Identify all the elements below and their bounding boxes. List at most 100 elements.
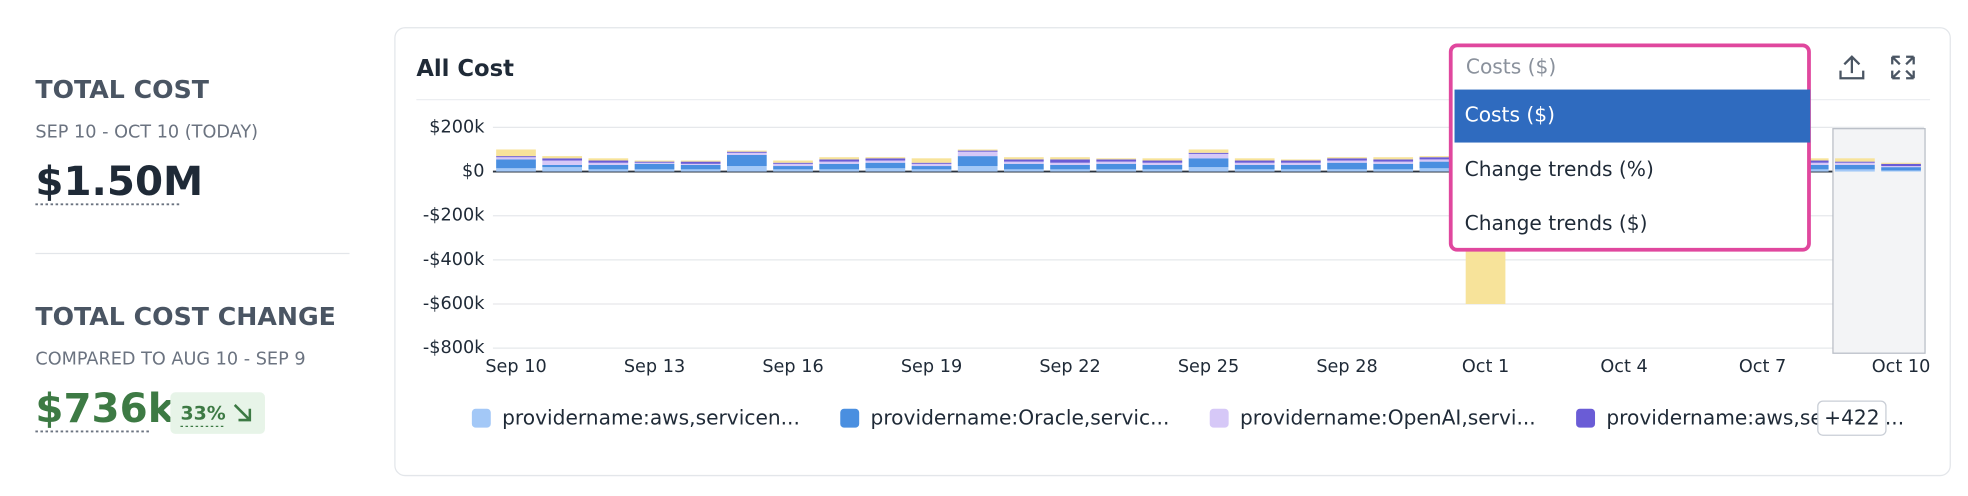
bar-segment: [957, 166, 998, 172]
x-tick-label: Oct 1: [1462, 357, 1509, 377]
bar-segment: [1881, 170, 1921, 172]
bar-segment: [680, 160, 721, 162]
bar-segment: [819, 163, 860, 170]
legend-label[interactable]: providername:aws,servicen...: [502, 405, 800, 429]
bar-segment: [726, 150, 767, 152]
bar-segment: [957, 156, 998, 167]
bar-segment: [1188, 167, 1229, 172]
bar-segment: [634, 161, 675, 163]
legend-more-box[interactable]: [1817, 400, 1887, 436]
dropdown-option[interactable]: Change trends ($): [1465, 211, 1648, 235]
x-tick-label: Sep 19: [901, 357, 962, 377]
bar-segment: [1835, 164, 1875, 170]
bar-segment: [1327, 160, 1367, 163]
bar-segment: [773, 169, 813, 172]
legend-more[interactable]: +422: [1824, 405, 1879, 429]
legend-label[interactable]: providername:Oracle,servic...: [871, 405, 1170, 429]
dropdown-option[interactable]: Change trends (%): [1465, 157, 1654, 181]
bar-segment: [542, 164, 583, 168]
export-icon[interactable]: [1839, 55, 1865, 80]
bar-segment: [726, 155, 767, 167]
bar-segment: [542, 156, 583, 159]
bar-segment: [1188, 153, 1229, 159]
bar-segment: [542, 167, 583, 172]
bar-segment: [773, 163, 813, 167]
bar-segment: [1373, 157, 1414, 160]
bar-segment: [1050, 162, 1090, 165]
comparison-range: COMPARED TO AUG 10 - SEP 9: [35, 350, 305, 370]
dropdown-options: Costs ($) Change trends (%) Change trends …: [1454, 89, 1811, 235]
bar-segment: [496, 157, 536, 160]
bar-segment: [634, 169, 675, 172]
bar-segment: [680, 169, 721, 172]
bar-segment: [1188, 149, 1229, 153]
metric-dropdown[interactable]: Costs ($) Costs ($) Change trends (%) Chan…: [1448, 43, 1811, 252]
bar-segment: [496, 159, 536, 169]
bar-segment: [588, 158, 629, 161]
axis: -$800k -$600k -$400k -$200k $0 $200k Sep 10 Sep…: [423, 117, 1930, 377]
bar-segment: [1004, 163, 1044, 170]
bar-segment: [819, 169, 860, 172]
bar-segment: [680, 163, 721, 165]
legend-label[interactable]: providername:OpenAI,servi...: [1240, 405, 1536, 429]
x-tick-label: Oct 4: [1600, 357, 1647, 377]
bar-segment: [1835, 161, 1875, 163]
bar-segment: [588, 164, 629, 170]
bar-segment: [1835, 169, 1875, 172]
bar-segment: [588, 160, 629, 163]
bar-segment: [773, 160, 813, 163]
y-tick-label: -$200k: [423, 206, 485, 226]
bar-segment: [911, 163, 952, 167]
chart-title: All Cost: [416, 56, 514, 82]
change-badge: [170, 392, 265, 434]
x-tick-label: Sep 28: [1316, 357, 1377, 377]
legend-swatch: [1576, 408, 1596, 428]
down-arrow-icon: [233, 404, 252, 422]
bar-segment: [1004, 157, 1044, 160]
bar-segment: [1234, 158, 1275, 161]
bar-segment: [773, 162, 813, 164]
bar-segment: [1419, 157, 1460, 160]
legend-swatch: [840, 408, 860, 428]
bar-segment: [1373, 169, 1414, 172]
total-cost-change-value[interactable]: $736k: [35, 385, 175, 432]
total-cost-value[interactable]: $1.50M: [35, 158, 203, 205]
bar-segment: [496, 149, 536, 157]
expand-icon[interactable]: [1891, 55, 1915, 80]
y-tick-label: $0: [462, 162, 484, 182]
bar-segment: [1234, 169, 1275, 172]
bar-segment: [819, 157, 860, 160]
bar-segment: [1327, 158, 1367, 161]
bar-segment: [1281, 164, 1321, 170]
bar-segment: [1281, 160, 1321, 163]
bar-segment: [957, 151, 998, 157]
bar-segment: [1234, 164, 1275, 170]
bar-segment: [1096, 163, 1137, 170]
x-tick-label: Sep 22: [1039, 357, 1100, 377]
legend-swatch: [471, 408, 491, 428]
bar-segment: [726, 151, 767, 153]
bar-segment: [1281, 169, 1321, 172]
bar-segment: [957, 149, 998, 151]
bar-segment: [911, 162, 952, 164]
dropdown-option[interactable]: Costs ($): [1465, 103, 1555, 127]
bar-segment: [1050, 157, 1090, 160]
bar-segment: [1096, 169, 1137, 172]
selected-option-bg: [1454, 89, 1811, 143]
bar-segment: [1234, 160, 1275, 163]
bar-segment: [1373, 163, 1414, 170]
bar-segment: [1004, 161, 1044, 164]
change-percent: 33%: [180, 402, 225, 424]
bar-segment: [957, 150, 998, 152]
dropdown-input[interactable]: Costs ($): [1466, 55, 1556, 79]
bar-segment: [542, 160, 583, 165]
bar-segment: [819, 159, 860, 162]
bar-segment: [1881, 166, 1921, 168]
bar-segment: [1142, 169, 1183, 172]
bar-segment: [680, 164, 721, 170]
bar-segment: [911, 169, 952, 172]
bar-segment: [865, 168, 906, 172]
total-cost-label: TOTAL COST: [35, 75, 209, 104]
bar-segment: [726, 152, 767, 155]
